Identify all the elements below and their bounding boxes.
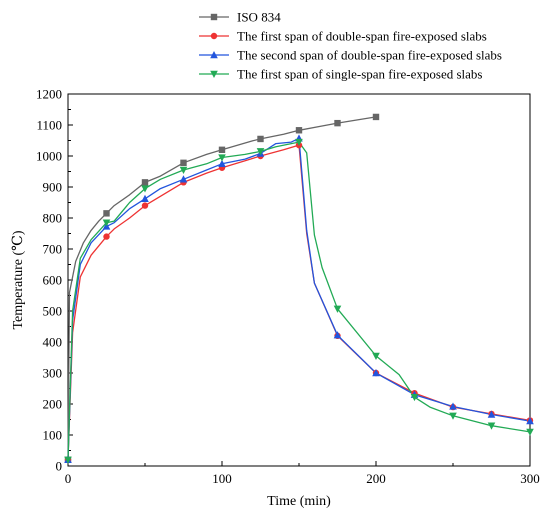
- series-1-point: [141, 179, 149, 186]
- series-1-point: [334, 119, 341, 127]
- y-tick-label: 200: [43, 397, 63, 412]
- series-line-2: [67, 144, 531, 460]
- y-tick-label: 500: [43, 304, 63, 319]
- series-1-point: [218, 146, 226, 153]
- series-4-point: [449, 412, 457, 420]
- y-tick-label: 1000: [36, 149, 62, 164]
- series-4-point: [410, 393, 419, 402]
- series-line-4: [67, 141, 531, 460]
- series-3-point: [333, 331, 342, 339]
- series-3-point: [372, 369, 380, 377]
- y-tick-label: 1100: [36, 118, 62, 133]
- series-3-point: [487, 410, 496, 418]
- series-3-point: [179, 175, 188, 183]
- x-tick-label: 100: [212, 471, 232, 486]
- series-line-3: [67, 137, 531, 460]
- series-1-point: [295, 127, 303, 134]
- x-tick-label: 300: [520, 471, 540, 486]
- series-3-point: [449, 402, 457, 410]
- series-1-point: [103, 210, 110, 217]
- legend-marker-2: [210, 32, 218, 40]
- series-3-point: [141, 194, 149, 202]
- series-1-point: [372, 113, 380, 121]
- x-tick-label: 0: [65, 471, 72, 486]
- series-4-point: [372, 352, 380, 360]
- y-tick-label: 100: [43, 428, 63, 443]
- series-4-point: [333, 305, 342, 313]
- series-4-point: [141, 185, 149, 193]
- chart-legend: ISO 834 The first span of double-span fir…: [199, 10, 502, 82]
- y-tick-label: 700: [43, 242, 63, 257]
- legend-marker-4: [210, 70, 218, 78]
- series-4-point: [487, 422, 496, 430]
- y-tick-label: 1200: [36, 87, 62, 102]
- y-tick-label: 400: [43, 335, 63, 350]
- series-line-1: [67, 116, 377, 460]
- series-3-point: [526, 417, 534, 425]
- series-1-point: [180, 159, 187, 167]
- series-4-point: [256, 148, 265, 156]
- series-4-point: [102, 219, 111, 227]
- y-axis-title: Temperature (℃): [11, 230, 26, 329]
- x-axis: 0 100 200 300: [65, 461, 540, 486]
- y-tick-label: 900: [43, 180, 63, 195]
- legend-entry-1: ISO 834: [237, 10, 281, 25]
- series-2-point: [141, 202, 149, 209]
- x-tick-label: 200: [366, 471, 386, 486]
- y-tick-label: 800: [43, 211, 63, 226]
- y-tick-label: 0: [56, 459, 63, 474]
- x-axis-title: Time (min): [267, 494, 331, 509]
- legend-entry-4: The first span of single-span fire-expos…: [237, 67, 483, 82]
- series-markers: [64, 113, 534, 464]
- y-tick-label: 300: [43, 366, 63, 381]
- series-4-point: [64, 456, 72, 464]
- legend-marker-3: [210, 51, 218, 59]
- series-1-point: [257, 135, 264, 143]
- series-4-point: [179, 166, 188, 174]
- legend-marker-1: [210, 13, 218, 21]
- series-2-point: [103, 233, 110, 240]
- legend-entry-2: The first span of double-span fire-expos…: [237, 29, 487, 44]
- legend-entry-3: The second span of double-span fire-expo…: [237, 48, 502, 63]
- series-3-point: [218, 159, 226, 167]
- series-4-point: [526, 428, 534, 436]
- series-4-point: [295, 138, 303, 147]
- series-4-point: [218, 154, 226, 162]
- y-tick-label: 600: [43, 273, 63, 288]
- series-lines: [67, 116, 531, 460]
- y-axis: 0 100 200 300 400 500 600 700 800 900 1000 1100 1200: [36, 87, 73, 474]
